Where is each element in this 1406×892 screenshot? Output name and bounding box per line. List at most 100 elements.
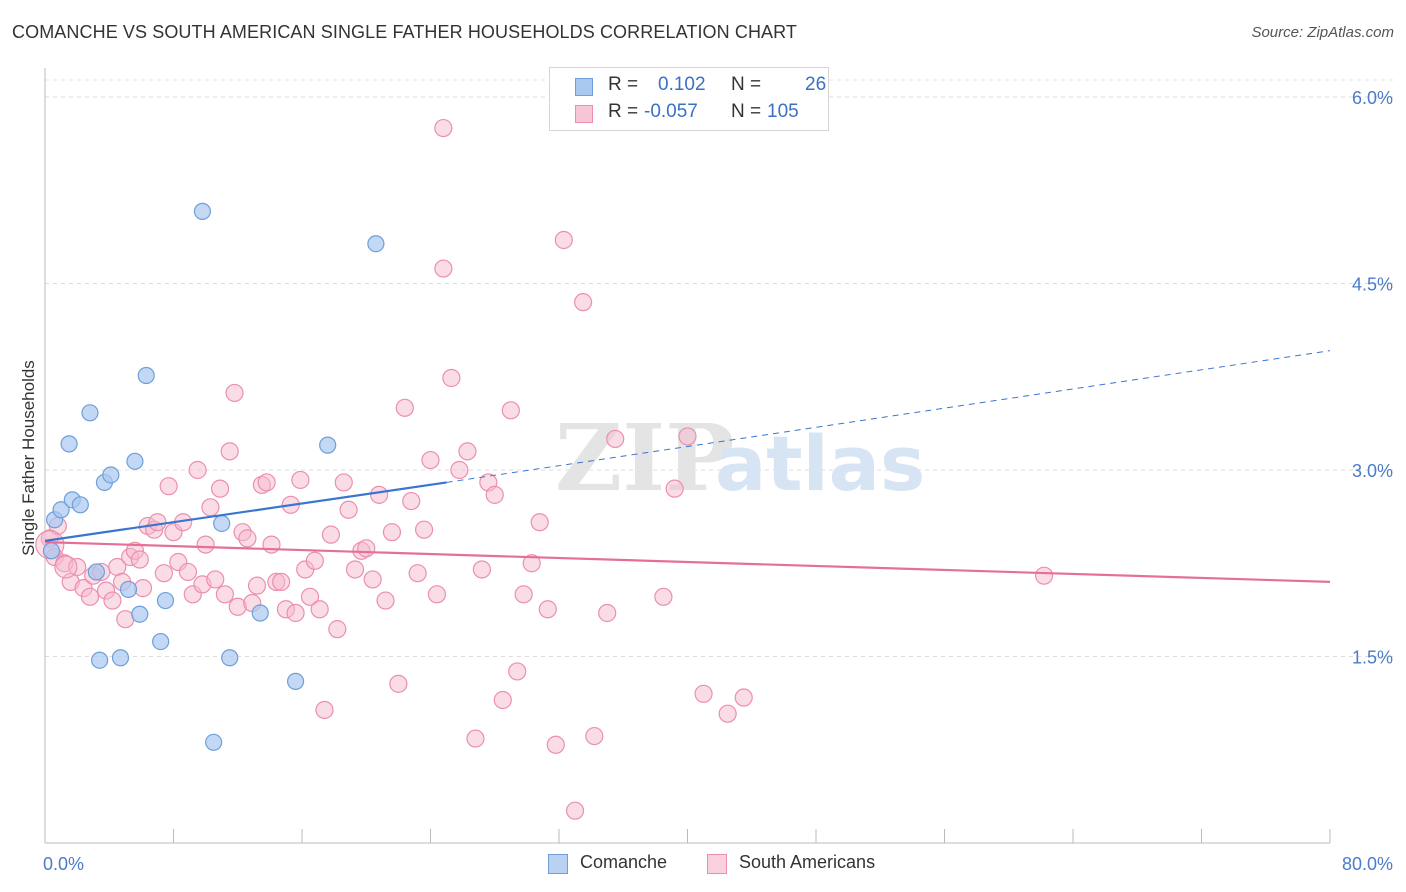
comanche-point	[193, 202, 212, 220]
comanche-point	[205, 733, 223, 751]
comanche-trend-extension	[446, 350, 1331, 483]
south-americans-point	[201, 498, 220, 517]
legend-n-value: 105	[767, 101, 799, 122]
south-americans-point	[225, 383, 244, 403]
south-americans-point	[402, 491, 421, 511]
south-americans-point	[220, 442, 239, 461]
south-americans-point	[103, 591, 122, 610]
south-americans-point	[530, 513, 549, 532]
south-americans-point	[598, 603, 617, 623]
comanche-point	[137, 366, 155, 385]
watermark-atlas: atlas	[715, 419, 925, 508]
south-americans-point	[154, 564, 173, 583]
south-americans-point	[247, 576, 267, 595]
y-tick-label: 1.5%	[1352, 648, 1393, 668]
south-americans-point	[458, 442, 477, 461]
y-tick-label: 4.5%	[1352, 275, 1393, 295]
south-americans-point	[501, 401, 520, 420]
south-americans-point	[238, 529, 257, 548]
legend-r-value: -0.057	[644, 101, 698, 122]
south-americans-point	[427, 585, 447, 604]
south-americans-legend-swatch	[707, 854, 727, 874]
comanche-point	[60, 435, 78, 453]
south-americans-point	[262, 535, 281, 554]
chart-title: COMANCHE VS SOUTH AMERICAN SINGLE FATHER…	[12, 22, 798, 42]
south-americans-point	[210, 479, 230, 498]
south-americans-point	[718, 704, 737, 723]
comanche-point	[319, 436, 337, 454]
legend-r-label: R =	[608, 101, 639, 122]
y-tick-label: 6.0%	[1352, 88, 1393, 108]
comanche-legend-swatch	[548, 854, 568, 874]
south-americans-point	[148, 513, 167, 532]
south-americans-point	[305, 551, 324, 570]
south-americans-point	[408, 564, 427, 583]
south-americans-trend-line	[44, 541, 1331, 583]
south-americans-point	[382, 523, 402, 542]
comanche-point	[119, 580, 138, 598]
legend-n-label: N =	[731, 74, 762, 95]
south-americans-point	[546, 735, 565, 754]
south-americans-point	[694, 684, 713, 703]
watermark: ZIP atlas	[555, 404, 925, 512]
south-americans-point	[678, 427, 697, 446]
south-americans-point	[466, 729, 485, 748]
south-americans-point	[345, 560, 365, 579]
south-americans-point	[196, 535, 215, 554]
source-label: Source: ZipAtlas.com	[1251, 24, 1394, 41]
comanche-trend-line	[44, 481, 447, 542]
comanche-legend-label: Comanche	[580, 852, 668, 872]
south-americans-points	[35, 118, 1054, 820]
south-americans-point	[328, 620, 347, 639]
comanche-swatch	[575, 78, 593, 96]
south-americans-swatch	[575, 105, 593, 123]
gridlines	[45, 79, 1393, 657]
comanche-point	[251, 604, 269, 622]
comanche-point	[71, 496, 89, 514]
comanche-point	[221, 649, 239, 667]
comanche-point	[42, 542, 61, 560]
comanche-point	[91, 651, 109, 669]
south-americans-point	[315, 700, 334, 720]
comanche-point	[52, 501, 70, 519]
trend-lines	[44, 350, 1331, 583]
south-americans-point	[310, 600, 329, 619]
south-americans-point	[573, 293, 593, 312]
y-axis-label: Single Father Households	[19, 360, 38, 556]
south-americans-point	[1034, 566, 1054, 585]
south-americans-point	[376, 591, 395, 610]
comanche-point	[126, 452, 144, 470]
south-americans-point	[654, 587, 673, 606]
south-americans-point	[493, 690, 512, 710]
south-americans-point	[395, 398, 414, 417]
south-americans-point	[300, 587, 320, 606]
axes	[44, 68, 1331, 844]
south-americans-point	[554, 230, 573, 250]
south-americans-point	[522, 554, 541, 573]
comanche-points	[42, 202, 385, 751]
south-americans-point	[80, 587, 100, 606]
south-americans-point	[485, 485, 504, 504]
south-americans-point	[215, 585, 234, 604]
south-americans-point	[734, 688, 753, 707]
comanche-point	[87, 563, 106, 581]
south-americans-point	[585, 726, 604, 746]
correlation-legend: R = 0.102 N = 26 R = -0.057 N = 105	[549, 67, 829, 131]
x-tick-label-min: 0.0%	[43, 854, 84, 874]
south-americans-point	[206, 570, 225, 589]
legend-r-label: R =	[608, 74, 639, 95]
south-americans-point	[565, 801, 585, 820]
south-americans-point	[414, 520, 434, 539]
south-americans-point	[508, 662, 527, 681]
comanche-point	[213, 514, 231, 533]
south-americans-point	[434, 259, 453, 278]
south-americans-point	[339, 500, 358, 519]
south-americans-point	[450, 460, 469, 480]
south-americans-point	[538, 600, 557, 619]
legend-n-label: N =	[731, 101, 762, 122]
south-americans-legend-label: South Americans	[739, 852, 876, 872]
south-americans-point	[389, 674, 408, 693]
south-americans-point	[665, 479, 684, 498]
comanche-point	[367, 235, 385, 253]
